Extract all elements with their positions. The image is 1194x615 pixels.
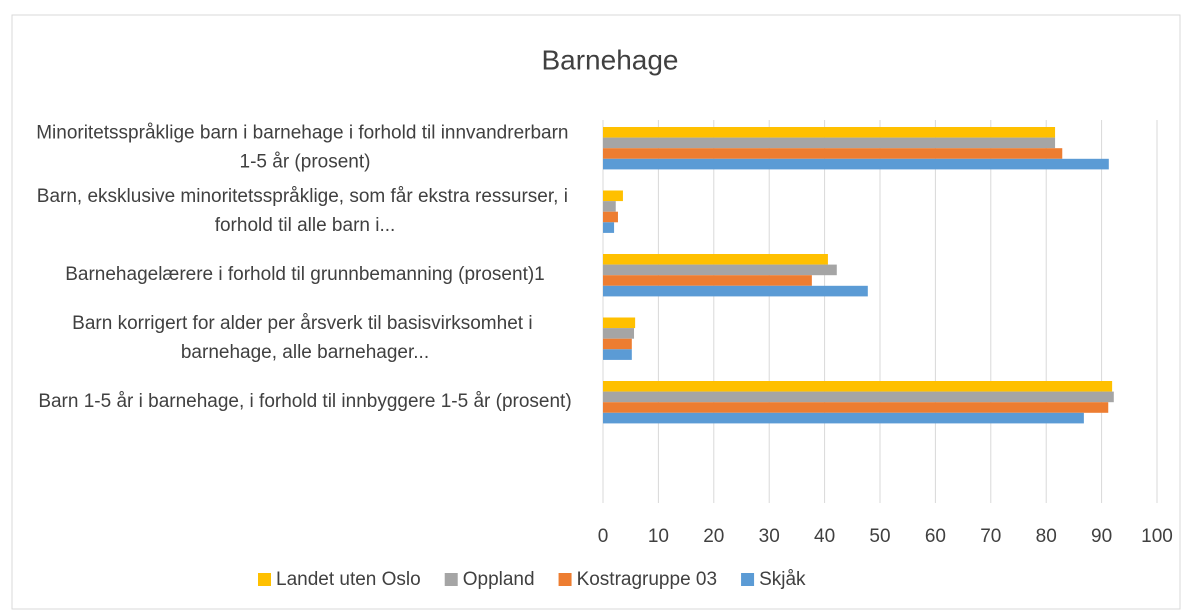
chart-frame bbox=[11, 14, 1181, 610]
legend-swatch bbox=[258, 573, 271, 586]
x-tick-label: 40 bbox=[814, 526, 835, 547]
y-tick-label: Minoritetsspråklige barn i barnehage i f… bbox=[36, 123, 574, 173]
y-tick-label: Barn, eksklusive minoritetsspråklige, so… bbox=[37, 186, 573, 236]
y-tick-label: Barnehagelærere i forhold til grunnbeman… bbox=[65, 264, 545, 285]
bar bbox=[603, 328, 635, 339]
x-tick-label: 30 bbox=[759, 526, 780, 547]
bar bbox=[603, 222, 615, 233]
bar bbox=[603, 137, 1056, 149]
x-tick-label: 20 bbox=[703, 526, 724, 547]
x-tick-label: 60 bbox=[925, 526, 946, 547]
y-tick-label: Barn korrigert for alder per årsverk til… bbox=[72, 313, 538, 363]
x-tick-label: 100 bbox=[1141, 526, 1173, 547]
x-tick-label: 90 bbox=[1091, 526, 1112, 547]
bar bbox=[603, 381, 1113, 392]
legend-swatch bbox=[558, 573, 572, 586]
legend-swatch bbox=[741, 573, 755, 586]
legend-label: Oppland bbox=[463, 569, 535, 590]
x-tick-label: 10 bbox=[648, 526, 669, 547]
bar bbox=[603, 127, 1056, 138]
x-tick-label: 70 bbox=[980, 526, 1001, 547]
chart-title: Barnehage bbox=[541, 44, 678, 75]
bar bbox=[603, 285, 868, 297]
bar bbox=[603, 275, 812, 286]
bar bbox=[603, 317, 636, 329]
bar bbox=[603, 338, 632, 350]
bar bbox=[603, 190, 623, 202]
bar bbox=[603, 254, 828, 265]
x-tick-label: 80 bbox=[1036, 526, 1057, 547]
bar bbox=[603, 158, 1109, 170]
legend-label: Skjåk bbox=[759, 569, 806, 590]
x-tick-label: 50 bbox=[869, 526, 890, 547]
bar bbox=[603, 201, 616, 212]
bar bbox=[603, 402, 1109, 413]
bar bbox=[603, 211, 618, 223]
x-tick-label: 0 bbox=[598, 526, 609, 547]
bar bbox=[603, 264, 837, 276]
bar bbox=[603, 391, 1114, 403]
legend-label: Landet uten Oslo bbox=[276, 569, 421, 590]
bar bbox=[603, 349, 632, 360]
legend-label: Kostragruppe 03 bbox=[577, 569, 718, 590]
bar bbox=[603, 148, 1063, 159]
bar bbox=[603, 412, 1084, 424]
y-tick-label: Barn 1-5 år i barnehage, i forhold til i… bbox=[38, 391, 571, 412]
legend-swatch bbox=[444, 573, 458, 586]
